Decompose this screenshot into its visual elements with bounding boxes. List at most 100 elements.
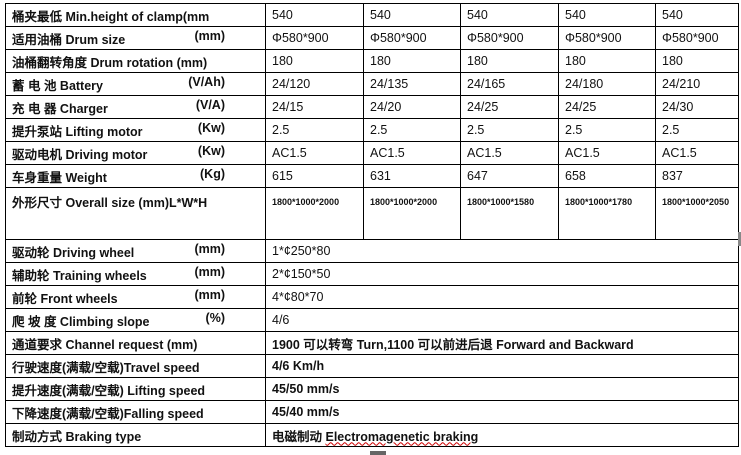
table-row: 下降速度(满载/空载)Falling speed 45/40 mm/s xyxy=(5,400,739,424)
value-cell: 24/30 xyxy=(655,95,739,119)
row-label: 通道要求 Channel request (mm) xyxy=(5,331,266,355)
value-cell: 540 xyxy=(558,3,656,27)
label-text: 前轮 Front wheels xyxy=(12,291,118,306)
unit-text: (mm) xyxy=(194,264,225,279)
value-cell: 615 xyxy=(265,164,364,188)
value-cell: AC1.5 xyxy=(265,141,364,165)
unit-text: (Kw) xyxy=(197,120,225,135)
label-text: 制动方式 Braking type xyxy=(12,429,142,444)
value-cell: 1800*1000*2050 xyxy=(655,187,739,240)
unit-text: (Kg) xyxy=(200,166,225,181)
value-cell: 24/15 xyxy=(265,95,364,119)
value-cell: 45/40 mm/s xyxy=(265,400,739,424)
unit-text: (V/A) xyxy=(195,97,225,112)
label-text: 爬 坡 度 Climbing slope xyxy=(12,314,150,329)
table-row: 外形尺寸 Overall size (mm)L*W*H 1800*1000*200… xyxy=(5,187,739,240)
value-cell: 1800*1000*1780 xyxy=(558,187,656,240)
label-text: 外形尺寸 Overall size (mm)L*W*H xyxy=(12,196,208,210)
table-row: 驱动轮 Driving wheel (mm) 1*¢250*80 xyxy=(5,239,739,263)
row-label: 适用油桶 Drum size (mm) xyxy=(5,26,266,50)
value-cell: 24/210 xyxy=(655,72,739,96)
row-label: 充 电 器 Charger (V/A) xyxy=(5,95,266,119)
value-cell: 647 xyxy=(460,164,559,188)
row-label: 油桶翻转角度 Drum rotation (mm) xyxy=(5,49,266,73)
table-row: 行驶速度(满载/空载)Travel speed 4/6 Km/h xyxy=(5,354,739,378)
label-text: 驱动电机 Driving motor xyxy=(12,147,148,162)
table-row: 桶夹最低 Min.height of clamp(mm 540 540 540 540 5… xyxy=(5,3,739,27)
value-cell: 4/6 Km/h xyxy=(265,354,739,378)
value-cell: 24/180 xyxy=(558,72,656,96)
unit-text: (mm) xyxy=(194,28,225,43)
value-cell: Φ580*900 xyxy=(558,26,656,50)
value-cell: 24/25 xyxy=(460,95,559,119)
row-label: 辅助轮 Training wheels (mm) xyxy=(5,262,266,286)
label-text: 下降速度(满载/空载)Falling speed xyxy=(12,406,204,421)
table-row: 提升速度(满载/空载) Lifting speed 45/50 mm/s xyxy=(5,377,739,401)
row-label: 蓄 电 池 Battery (V/Ah) xyxy=(5,72,266,96)
row-label: 制动方式 Braking type xyxy=(5,423,266,447)
label-text: 桶夹最低 Min.height of clamp(mm xyxy=(12,9,210,24)
label-text: 充 电 器 Charger xyxy=(12,101,108,116)
value-cell: 1800*1000*1580 xyxy=(460,187,559,240)
value-cell: 24/25 xyxy=(558,95,656,119)
value-cell: 2*¢150*50 xyxy=(265,262,739,286)
braking-cn: 电磁制动 xyxy=(272,429,326,444)
row-label: 提升泵站 Lifting motor (Kw) xyxy=(5,118,266,142)
value-cell: 电磁制动 Electromagenetic braking xyxy=(265,423,739,447)
value-cell: AC1.5 xyxy=(655,141,739,165)
resize-handle xyxy=(370,451,386,455)
value-cell: 1900 可以转弯 Turn,1100 可以前进后退 Forward and B… xyxy=(265,331,739,355)
spec-table: 桶夹最低 Min.height of clamp(mm 540 540 540 540 5… xyxy=(5,3,739,447)
label-text: 提升速度(满载/空载) Lifting speed xyxy=(12,383,206,398)
braking-en: Electromagenetic braking xyxy=(325,429,479,444)
value-cell: 24/20 xyxy=(363,95,461,119)
row-label: 桶夹最低 Min.height of clamp(mm xyxy=(5,3,266,27)
label-text: 提升泵站 Lifting motor xyxy=(12,124,143,139)
unit-text: (%) xyxy=(205,310,225,325)
row-label: 下降速度(满载/空载)Falling speed xyxy=(5,400,266,424)
table-row: 油桶翻转角度 Drum rotation (mm) 180 180 180 180 180 xyxy=(5,49,739,73)
value-cell: 1800*1000*2000 xyxy=(363,187,461,240)
value-cell: 24/120 xyxy=(265,72,364,96)
scrollbar[interactable] xyxy=(738,232,741,246)
value-cell: 1800*1000*2000 xyxy=(265,187,364,240)
unit-text: (V/Ah) xyxy=(188,74,225,89)
row-label: 外形尺寸 Overall size (mm)L*W*H xyxy=(5,187,266,240)
row-label: 爬 坡 度 Climbing slope (%) xyxy=(5,308,266,332)
label-text: 辅助轮 Training wheels xyxy=(12,268,147,283)
label-text: 行驶速度(满载/空载)Travel speed xyxy=(12,360,200,375)
unit-text: (mm) xyxy=(194,287,225,302)
row-label: 驱动电机 Driving motor (Kw) xyxy=(5,141,266,165)
table-row: 前轮 Front wheels (mm) 4*¢80*70 xyxy=(5,285,739,309)
value-cell: 180 xyxy=(655,49,739,73)
value-cell: 2.5 xyxy=(265,118,364,142)
value-cell: 180 xyxy=(558,49,656,73)
table-row: 制动方式 Braking type 电磁制动 Electromagenetic b… xyxy=(5,423,739,447)
table-row: 适用油桶 Drum size (mm) Φ580*900 Φ580*900 Φ580*9… xyxy=(5,26,739,50)
label-text: 蓄 电 池 Battery xyxy=(12,78,103,93)
value-cell: 1*¢250*80 xyxy=(265,239,739,263)
row-label: 行驶速度(满载/空载)Travel speed xyxy=(5,354,266,378)
unit-text: (mm) xyxy=(194,241,225,256)
table-row: 驱动电机 Driving motor (Kw) AC1.5 AC1.5 AC1.5 AC1… xyxy=(5,141,739,165)
table-row: 提升泵站 Lifting motor (Kw) 2.5 2.5 2.5 2.5 2.5 xyxy=(5,118,739,142)
value-cell: 180 xyxy=(460,49,559,73)
value-cell: Φ580*900 xyxy=(460,26,559,50)
value-cell: 4*¢80*70 xyxy=(265,285,739,309)
row-label: 提升速度(满载/空载) Lifting speed xyxy=(5,377,266,401)
value-cell: 45/50 mm/s xyxy=(265,377,739,401)
table-row: 爬 坡 度 Climbing slope (%) 4/6 xyxy=(5,308,739,332)
table-row: 车身重量 Weight (Kg) 615 631 647 658 837 xyxy=(5,164,739,188)
label-text: 驱动轮 Driving wheel xyxy=(12,245,135,260)
value-cell: Φ580*900 xyxy=(265,26,364,50)
value-cell: AC1.5 xyxy=(363,141,461,165)
value-cell: Φ580*900 xyxy=(363,26,461,50)
table-row: 辅助轮 Training wheels (mm) 2*¢150*50 xyxy=(5,262,739,286)
value-cell: 2.5 xyxy=(558,118,656,142)
value-cell: 24/135 xyxy=(363,72,461,96)
value-cell: 540 xyxy=(655,3,739,27)
value-cell: 24/165 xyxy=(460,72,559,96)
label-text: 油桶翻转角度 Drum rotation (mm) xyxy=(12,55,208,70)
table-row: 充 电 器 Charger (V/A) 24/15 24/20 24/25 24/25 24… xyxy=(5,95,739,119)
value-cell: 540 xyxy=(265,3,364,27)
